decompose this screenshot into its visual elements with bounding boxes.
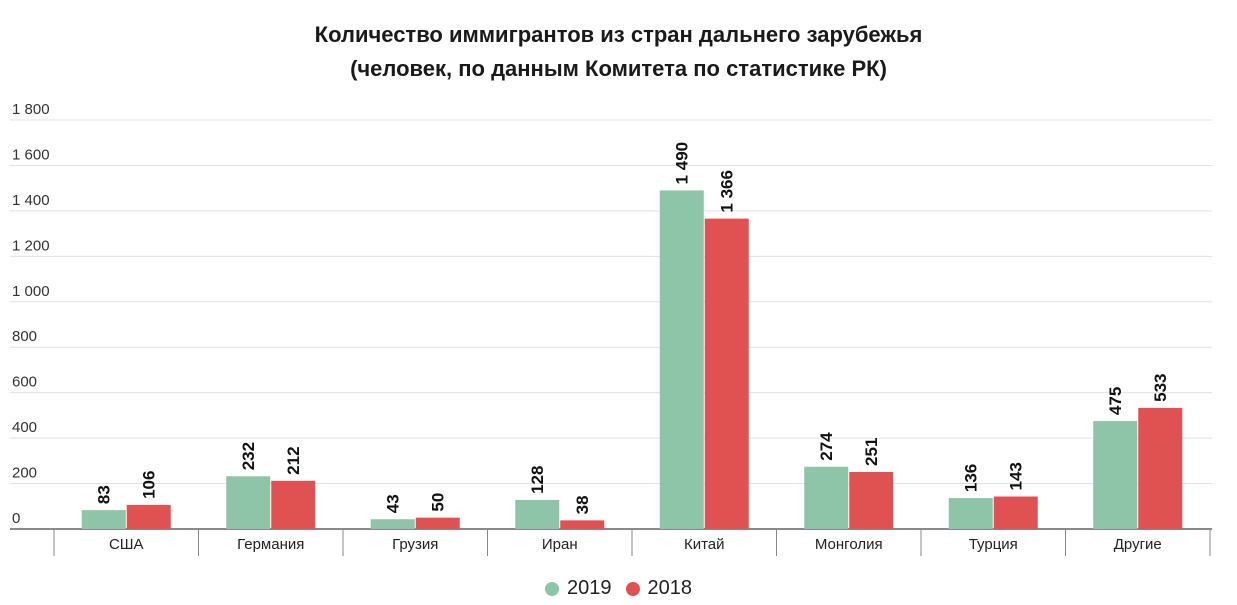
y-tick-label-800: 800: [12, 328, 37, 345]
bar-2018-3: [560, 520, 605, 529]
bar-2019-4: [659, 190, 704, 529]
legend-label-2019: 2019: [567, 577, 612, 599]
bar-2018-1: [271, 480, 316, 529]
bar-2019-6: [948, 498, 993, 529]
data-label-2019-4: 1 490: [673, 142, 692, 185]
x-tick-label-6: Турция: [969, 536, 1018, 553]
data-label-2019-3: 128: [528, 466, 547, 494]
y-tick-label-1600: 1 600: [12, 146, 50, 163]
data-label-2018-6: 143: [1007, 462, 1026, 490]
bar-2019-7: [1093, 421, 1138, 529]
data-label-2018-0: 106: [140, 471, 159, 499]
y-tick-label-1200: 1 200: [12, 237, 50, 254]
y-tick-label-1000: 1 000: [12, 283, 50, 300]
chart-subtitle: (человек, по данным Комитета по статисти…: [350, 56, 887, 81]
bar-2019-0: [81, 510, 126, 529]
data-label-2019-0: 83: [95, 485, 114, 504]
x-tick-label-4: Китай: [684, 536, 725, 553]
bar-2019-3: [515, 499, 560, 529]
chart-title-block: Количество иммигрантов из стран дальнего…: [0, 18, 1237, 86]
data-label-2018-7: 533: [1151, 374, 1170, 402]
data-label-2018-1: 212: [284, 446, 303, 474]
legend-swatch-2019: [545, 581, 559, 596]
bar-2018-2: [415, 517, 460, 529]
data-label-2018-4: 1 366: [718, 170, 737, 213]
data-label-2019-1: 232: [239, 442, 258, 470]
data-label-2019-7: 475: [1106, 387, 1125, 415]
y-tick-label-1400: 1 400: [12, 192, 50, 209]
data-label-2019-5: 274: [817, 432, 836, 461]
bar-2019-5: [804, 466, 849, 529]
legend-item-2019[interactable]: 2019: [545, 577, 612, 600]
x-tick-label-7: Другие: [1114, 536, 1162, 553]
data-label-2019-6: 136: [962, 464, 981, 492]
data-label-2019-2: 43: [384, 494, 403, 513]
bar-chart: 0 200 400 600 800 1 000 1 200 1 400 1 600 1 800 83…: [10, 101, 1212, 556]
data-label-2018-5: 251: [862, 438, 881, 466]
x-tick-label-1: Германия: [237, 536, 304, 553]
y-tick-label-1800: 1 800: [12, 101, 50, 118]
y-tick-label-200: 200: [12, 465, 37, 482]
data-label-2018-3: 38: [573, 495, 592, 514]
bar-2018-6: [993, 496, 1038, 529]
chart-title: Количество иммигрантов из стран дальнего…: [314, 22, 923, 47]
x-tick-label-2: Грузия: [392, 536, 438, 553]
legend: 2019 2018: [0, 577, 1237, 600]
bar-2019-2: [370, 519, 415, 529]
y-tick-label-0: 0: [12, 510, 20, 527]
x-tick-label-5: Монголия: [815, 536, 883, 553]
bar-2019-1: [226, 476, 271, 529]
x-tick-label-3: Иран: [542, 536, 578, 553]
legend-swatch-2018: [625, 581, 640, 596]
bar-2018-0: [126, 504, 171, 529]
data-label-2018-2: 50: [429, 493, 448, 512]
y-tick-label-600: 600: [12, 374, 37, 391]
bar-2018-7: [1138, 407, 1183, 529]
legend-item-2018[interactable]: 2018: [625, 577, 693, 600]
bar-2018-4: [704, 218, 749, 529]
y-tick-label-400: 400: [12, 419, 37, 436]
x-tick-label-0: США: [109, 536, 144, 553]
legend-label-2018: 2018: [647, 577, 693, 599]
bar-2018-5: [849, 471, 894, 529]
